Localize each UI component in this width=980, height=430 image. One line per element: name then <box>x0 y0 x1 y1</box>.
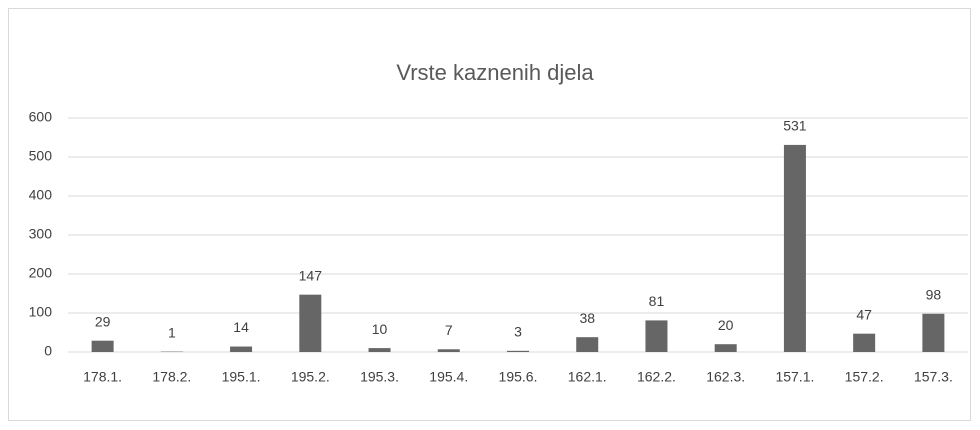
y-tick-label: 100 <box>29 304 53 320</box>
data-label: 38 <box>579 310 595 326</box>
x-tick-label: 195.1. <box>222 369 261 385</box>
bar <box>922 313 945 352</box>
x-tick-label: 178.1. <box>83 369 122 385</box>
x-tick-label: 195.2. <box>291 369 330 385</box>
x-tick-label: 162.2. <box>637 369 676 385</box>
data-label: 147 <box>299 267 323 283</box>
bar <box>714 344 737 352</box>
bar <box>645 320 668 352</box>
x-tick-label: 195.6. <box>499 369 538 385</box>
bar <box>368 348 391 352</box>
y-tick-label: 200 <box>29 265 53 281</box>
x-tick-label: 195.4. <box>429 369 468 385</box>
bar <box>507 350 529 352</box>
bar <box>853 333 876 352</box>
y-tick-label: 600 <box>29 109 53 125</box>
chart-title: Vrste kaznenih djela <box>396 60 594 85</box>
data-label: 3 <box>514 324 522 340</box>
data-label: 29 <box>95 313 111 329</box>
data-label: 1 <box>168 324 176 340</box>
x-tick-label: 178.2. <box>152 369 191 385</box>
bar <box>230 346 253 352</box>
y-tick-label: 500 <box>29 148 53 164</box>
x-tick-label: 162.1. <box>568 369 607 385</box>
bar <box>299 294 322 352</box>
bar <box>437 349 460 352</box>
bar <box>91 340 114 352</box>
data-label: 10 <box>372 321 388 337</box>
x-tick-label: 157.3. <box>914 369 953 385</box>
y-tick-label: 300 <box>29 226 53 242</box>
bar <box>783 144 806 352</box>
data-label: 14 <box>233 319 249 335</box>
data-label: 7 <box>445 322 453 338</box>
y-tick-label: 400 <box>29 187 53 203</box>
data-label: 47 <box>856 306 872 322</box>
y-tick-label: 0 <box>44 343 52 359</box>
data-label: 531 <box>783 118 807 134</box>
data-label: 20 <box>718 317 734 333</box>
x-tick-label: 162.3. <box>706 369 745 385</box>
bar <box>576 337 599 352</box>
x-tick-label: 195.3. <box>360 369 399 385</box>
data-label: 81 <box>649 293 665 309</box>
data-label: 98 <box>926 286 942 302</box>
x-tick-label: 157.1. <box>775 369 814 385</box>
x-tick-label: 157.2. <box>845 369 884 385</box>
